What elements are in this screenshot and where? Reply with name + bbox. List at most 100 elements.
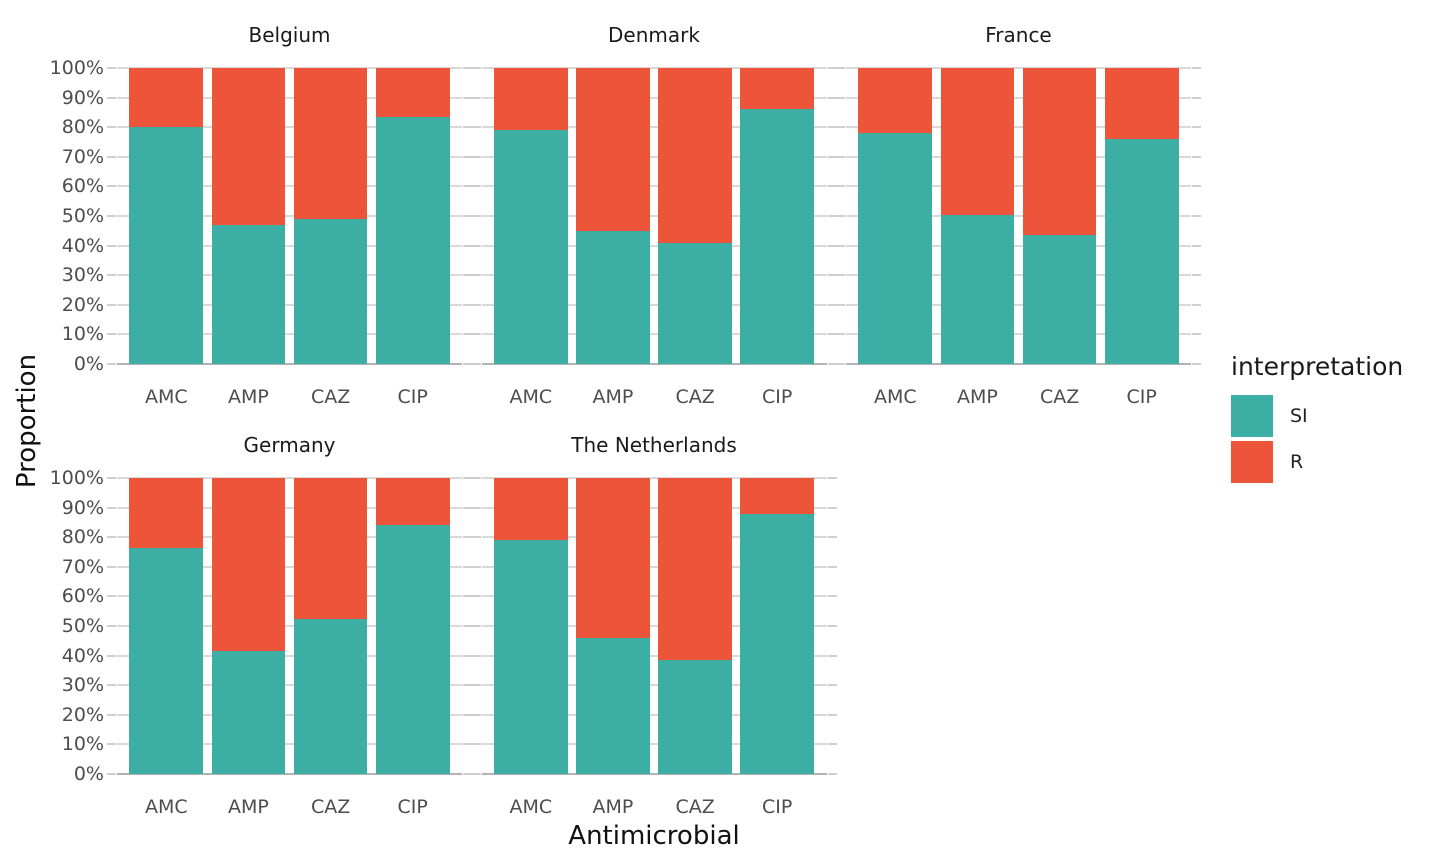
y-tick-left: [107, 743, 116, 746]
y-tick-right: [1192, 215, 1201, 217]
y-tick-label: 50%: [61, 205, 104, 227]
y-tick-left: [107, 625, 116, 627]
y-tick-right: [827, 773, 837, 775]
y-tick-right: [463, 333, 472, 336]
bar-segment-r: [493, 68, 568, 131]
y-tick-left: [107, 536, 116, 539]
legend-items: SI R: [1231, 395, 1403, 483]
x-tick-label: AMC: [144, 796, 188, 818]
stacked-bar-caz: [658, 68, 732, 364]
bar-segment-r: [293, 68, 368, 219]
bar-segment-r: [740, 68, 815, 110]
y-tick-left: [471, 96, 481, 99]
facet-panel-germany: Germany AMC AMP CAZ CIP: [107, 433, 472, 818]
y-tick-left: [107, 773, 116, 775]
bar-segment-si: [576, 637, 650, 774]
y-tick-right: [1192, 363, 1201, 365]
y-tick-right: [463, 565, 472, 568]
x-tick-label: CIP: [762, 796, 793, 818]
stacked-bar-cip: [375, 68, 450, 364]
y-tick-label: 90%: [61, 86, 104, 109]
y-tick-right: [463, 536, 472, 539]
y-tick-left: [836, 126, 845, 129]
y-tick-left: [471, 244, 481, 247]
bar-segment-r: [940, 68, 1015, 215]
y-tick-left: [471, 363, 481, 365]
facet-panel-belgium: Belgium AMC AMP CAZ CIP: [107, 23, 472, 408]
stacked-bar-caz: [293, 478, 368, 774]
y-tick-right: [463, 773, 472, 775]
y-tick-right: [463, 654, 472, 657]
y-tick-left: [107, 506, 116, 509]
y-tick-right: [1192, 244, 1201, 247]
y-tick-left: [836, 303, 845, 306]
x-tick-label: AMC: [144, 386, 188, 408]
y-tick-label: 10%: [61, 733, 104, 756]
bar-segment-si: [658, 660, 732, 774]
bar-segment-si: [740, 513, 815, 774]
y-tick-left: [107, 595, 116, 598]
y-tick-left: [836, 155, 845, 158]
bar-segment-si: [858, 133, 933, 364]
y-tick-right: [827, 96, 837, 99]
y-tick-right: [827, 477, 837, 479]
gridline: [846, 67, 1191, 69]
y-tick-left: [471, 713, 481, 716]
y-tick-right: [827, 595, 837, 598]
gridline: [117, 506, 462, 509]
y-tick-right: [463, 363, 472, 365]
bar-segment-r: [1104, 68, 1179, 140]
y-tick-label: 20%: [61, 293, 104, 316]
y-tick-right: [827, 506, 837, 509]
y-tick-left: [107, 126, 116, 129]
gridline: [481, 773, 827, 775]
gridline: [481, 536, 827, 539]
y-tick-label: 30%: [61, 264, 104, 287]
y-tick-label: 100%: [49, 467, 104, 489]
gridline: [481, 96, 827, 99]
gridline: [481, 185, 827, 188]
gridline: [117, 773, 462, 775]
y-tick-label: 60%: [61, 585, 104, 608]
y-tick-right: [1192, 96, 1201, 99]
y-tick-left: [471, 625, 481, 627]
gridline: [481, 215, 827, 217]
y-tick-right: [827, 743, 837, 746]
gridline: [117, 96, 462, 99]
y-tick-right: [463, 155, 472, 158]
y-tick-label: 50%: [61, 615, 104, 637]
gridline: [846, 274, 1191, 277]
y-tick-right: [1192, 303, 1201, 306]
facet-title: France: [985, 23, 1052, 47]
y-tick-right: [463, 625, 472, 627]
legend-swatch-si: [1231, 395, 1273, 437]
legend-item-r: R: [1231, 441, 1403, 483]
y-tick-right: [463, 506, 472, 509]
y-axis-title: Proportion: [12, 353, 42, 489]
gridline: [481, 244, 827, 247]
x-tick-label: AMC: [509, 386, 553, 408]
y-tick-right: [827, 303, 837, 306]
facet-panel-france: France AMC AMP CAZ CIP: [836, 23, 1201, 408]
bar-segment-si: [129, 547, 204, 774]
gridline: [117, 713, 462, 716]
gridline: [481, 67, 827, 69]
gridline: [117, 565, 462, 568]
gridline: [846, 155, 1191, 158]
y-tick-left: [107, 96, 116, 99]
y-tick-left: [471, 333, 481, 336]
y-tick-right: [1192, 126, 1201, 129]
legend-swatch-r: [1231, 441, 1273, 483]
x-tick-label: CAZ: [310, 796, 351, 818]
stacked-bar-caz: [658, 478, 732, 774]
y-tick-left: [471, 215, 481, 217]
y-tick-right: [1192, 333, 1201, 336]
x-tick-label: AMP: [227, 386, 269, 408]
bar-segment-si: [293, 618, 368, 774]
legend-label: SI: [1290, 405, 1308, 427]
y-tick-left: [107, 67, 116, 69]
x-tick-label: AMC: [873, 386, 917, 408]
bar-segment-si: [740, 109, 815, 364]
gridline: [117, 684, 462, 687]
